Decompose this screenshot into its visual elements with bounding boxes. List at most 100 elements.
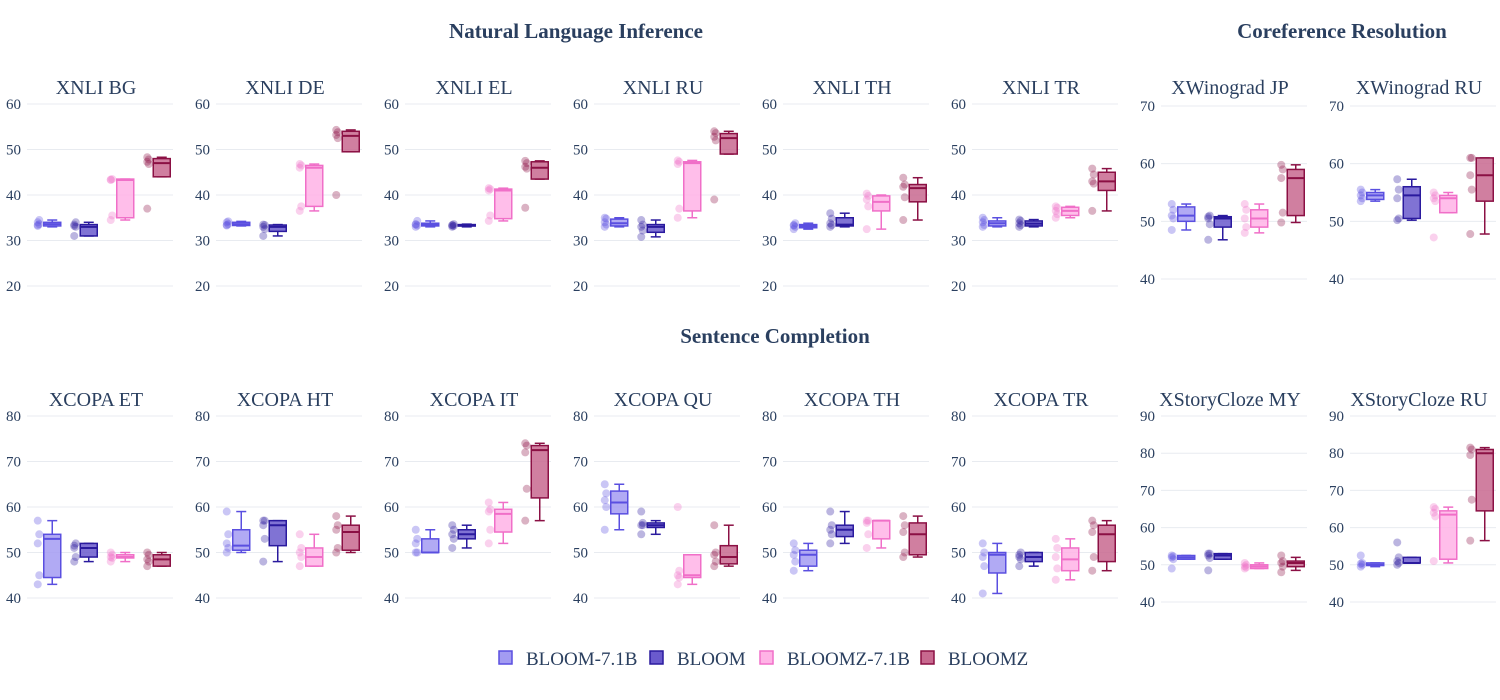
box-iqr <box>1097 524 1116 563</box>
data-point <box>108 553 117 562</box>
data-point <box>900 193 909 202</box>
data-point <box>448 222 457 231</box>
data-point <box>1015 215 1024 224</box>
box-bloom <box>1015 215 1043 231</box>
box-bloom-7.1b <box>222 217 251 230</box>
data-point <box>862 225 871 234</box>
data-point <box>1016 221 1025 230</box>
data-point <box>827 214 836 223</box>
data-point <box>1088 566 1097 575</box>
box-bloomz-7.1b <box>1051 534 1080 584</box>
y-tick-label: 50 <box>384 143 399 159</box>
subplot-xstorycloze-ru: XStoryCloze RU 40 50 60 70 80 90 <box>1329 389 1496 611</box>
y-tick-label: 60 <box>762 97 777 113</box>
data-point <box>35 220 44 229</box>
data-point <box>521 448 530 457</box>
data-point <box>1016 548 1025 557</box>
box-iqr <box>1286 168 1305 217</box>
data-point <box>1242 223 1251 232</box>
y-tick-label: 30 <box>573 234 588 250</box>
box-bloom <box>1015 548 1043 571</box>
data-point <box>791 222 800 231</box>
data-point <box>222 507 231 516</box>
data-point <box>789 539 798 548</box>
box-bloom-7.1b <box>222 507 251 557</box>
data-point <box>411 220 420 229</box>
data-point <box>1051 553 1060 562</box>
box-bloomz <box>521 439 549 525</box>
data-point <box>638 226 647 235</box>
y-tick-label: 50 <box>195 143 210 159</box>
data-point <box>637 216 646 225</box>
y-tick-label: 20 <box>6 279 21 295</box>
data-point <box>1467 185 1476 194</box>
data-point <box>600 496 609 505</box>
y-tick-label: 80 <box>762 409 777 425</box>
data-point <box>1431 191 1440 200</box>
subplot-xcopa-et: XCOPA ET 40 50 60 70 80 <box>6 389 173 607</box>
box-iqr <box>1439 510 1458 560</box>
data-point <box>1356 185 1365 194</box>
subplot-xnli-de: XNLI DE 20 30 40 50 60 <box>195 77 362 295</box>
subplot-title: XNLI RU <box>623 77 704 99</box>
data-point <box>1167 551 1176 560</box>
data-point <box>675 204 684 213</box>
data-point <box>864 516 873 525</box>
subplot-title: XCOPA ET <box>49 389 143 411</box>
y-tick-label: 80 <box>951 409 966 425</box>
box-bloomz <box>899 173 927 225</box>
data-point <box>1053 564 1062 573</box>
data-point <box>602 214 611 223</box>
data-point <box>484 216 493 225</box>
data-point <box>1356 559 1365 568</box>
box-bloom <box>259 220 287 240</box>
data-point <box>900 548 909 557</box>
data-point <box>295 163 304 172</box>
data-point <box>675 566 684 575</box>
data-point <box>259 557 268 566</box>
subplot-xcopa-it: XCOPA IT 40 50 60 70 80 <box>384 389 551 607</box>
legend: BLOOM-7.1B BLOOM BLOOMZ-7.1B BLOOMZ <box>498 649 1028 670</box>
data-point <box>449 221 458 230</box>
data-point <box>826 222 835 231</box>
box-bloomz <box>1277 551 1305 577</box>
data-point <box>1169 555 1178 564</box>
y-tick-label: 60 <box>384 97 399 113</box>
y-tick-label: 40 <box>195 591 210 607</box>
data-point <box>143 562 152 571</box>
box-iqr <box>421 538 440 554</box>
box-bloomz <box>1466 443 1494 545</box>
legend-swatch <box>920 650 935 665</box>
y-tick-label: 40 <box>195 188 210 204</box>
data-point <box>295 206 304 215</box>
data-point <box>1204 235 1213 244</box>
data-point <box>1393 538 1402 547</box>
data-point <box>791 219 800 228</box>
data-point <box>827 521 836 530</box>
y-tick-label: 80 <box>1140 446 1155 462</box>
data-point <box>71 222 80 231</box>
data-point <box>297 161 306 170</box>
y-tick-label: 90 <box>1140 409 1155 425</box>
box-iqr <box>79 542 98 558</box>
data-point <box>978 539 987 548</box>
box-bloomz <box>899 512 927 562</box>
box-bloomz-7.1b <box>862 516 891 552</box>
box-bloomz-7.1b <box>673 156 702 222</box>
data-point <box>710 550 719 559</box>
data-point <box>600 213 609 222</box>
data-point <box>978 222 987 231</box>
data-point <box>1277 568 1286 577</box>
data-point <box>295 562 304 571</box>
data-point <box>826 219 835 228</box>
data-point <box>710 132 719 141</box>
data-point <box>106 553 115 562</box>
data-point <box>1053 210 1062 219</box>
data-point <box>484 184 493 193</box>
box-iqr <box>305 164 324 208</box>
data-point <box>791 546 800 555</box>
legend-label: BLOOM-7.1B <box>526 649 637 670</box>
data-point <box>259 516 268 525</box>
data-point <box>1053 203 1062 212</box>
